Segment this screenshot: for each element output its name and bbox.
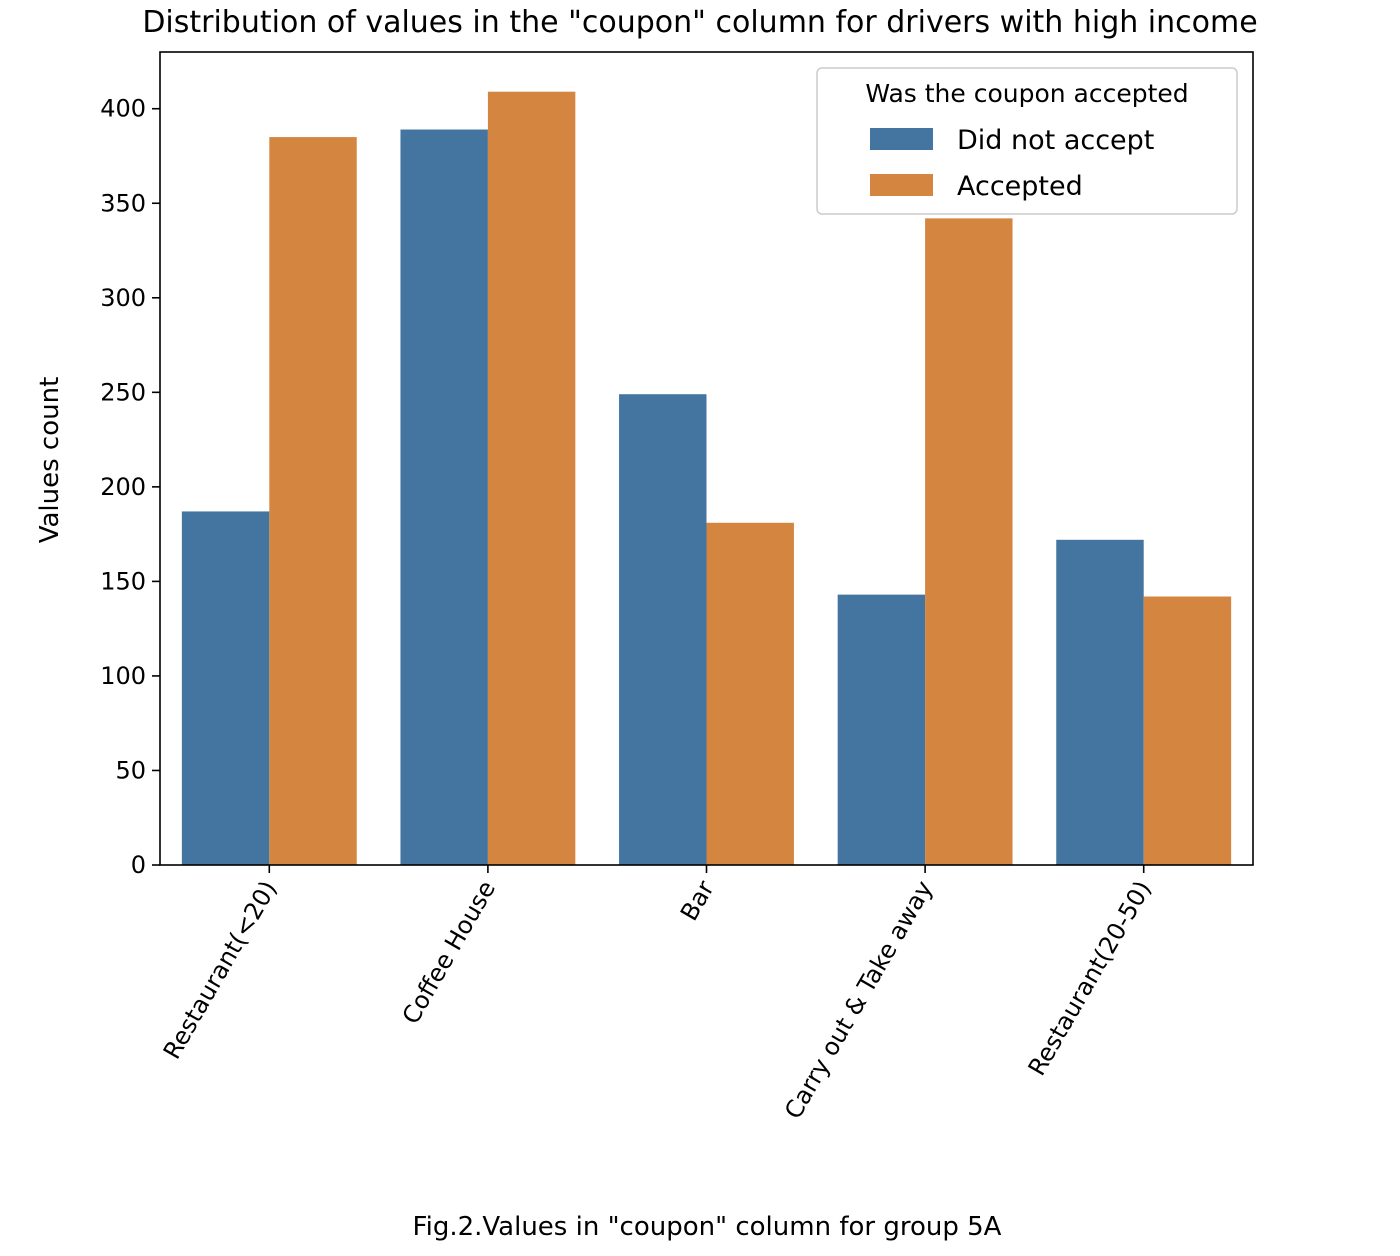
x-tick-label-coffee-house: Coffee House bbox=[397, 876, 501, 1029]
bars-group bbox=[181, 91, 1232, 865]
bar-did-not-accept-restaurant-20 bbox=[181, 511, 270, 865]
x-tick-label-bar: Bar bbox=[675, 876, 720, 926]
y-tick-label: 350 bbox=[100, 189, 146, 217]
bar-did-not-accept-carry-out-take-away bbox=[837, 594, 926, 865]
bar-accepted-restaurant-20-50 bbox=[1143, 596, 1232, 865]
x-tick-label-restaurant-20-50: Restaurant(20-50) bbox=[1023, 876, 1157, 1080]
y-tick-label: 50 bbox=[115, 756, 146, 784]
figure-caption: Fig.2.Values in "coupon" column for grou… bbox=[413, 1212, 1002, 1242]
bar-accepted-restaurant-20 bbox=[269, 137, 357, 865]
y-tick-label: 100 bbox=[100, 662, 146, 690]
legend-label-did-not-accept: Did not accept bbox=[957, 125, 1154, 156]
y-tick-label: 400 bbox=[100, 95, 146, 123]
bar-accepted-coffee-house bbox=[487, 91, 576, 865]
x-axis: Restaurant(<20) Coffee House Bar Carry out … bbox=[158, 865, 1157, 1124]
bar-did-not-accept-bar bbox=[619, 394, 707, 865]
legend-swatch-did-not-accept bbox=[870, 128, 933, 150]
y-tick-label: 150 bbox=[100, 567, 146, 595]
legend-swatch-accepted bbox=[870, 174, 933, 196]
bar-did-not-accept-restaurant-20-50 bbox=[1056, 539, 1144, 865]
legend-label-accepted: Accepted bbox=[957, 171, 1083, 202]
y-tick-label: 0 bbox=[131, 851, 146, 879]
y-tick-label: 200 bbox=[100, 473, 146, 501]
bar-accepted-carry-out-take-away bbox=[925, 218, 1013, 865]
legend-title: Was the coupon accepted bbox=[865, 79, 1188, 108]
x-tick-label-carry-out-take-away: Carry out & Take away bbox=[779, 876, 938, 1124]
legend: Was the coupon accepted Did not accept A… bbox=[816, 67, 1238, 215]
chart-title: Distribution of values in the "coupon" c… bbox=[142, 5, 1257, 40]
y-axis: 0 50 100 150 200 250 300 350 400 bbox=[100, 95, 160, 879]
bar-did-not-accept-coffee-house bbox=[400, 129, 488, 865]
x-tick-label-restaurant-20: Restaurant(<20) bbox=[158, 876, 283, 1064]
y-tick-label: 250 bbox=[100, 378, 146, 406]
plot-frame bbox=[159, 51, 1254, 866]
bar-accepted-bar bbox=[706, 522, 794, 865]
y-tick-label: 300 bbox=[100, 284, 146, 312]
y-axis-label: Values count bbox=[35, 377, 65, 544]
